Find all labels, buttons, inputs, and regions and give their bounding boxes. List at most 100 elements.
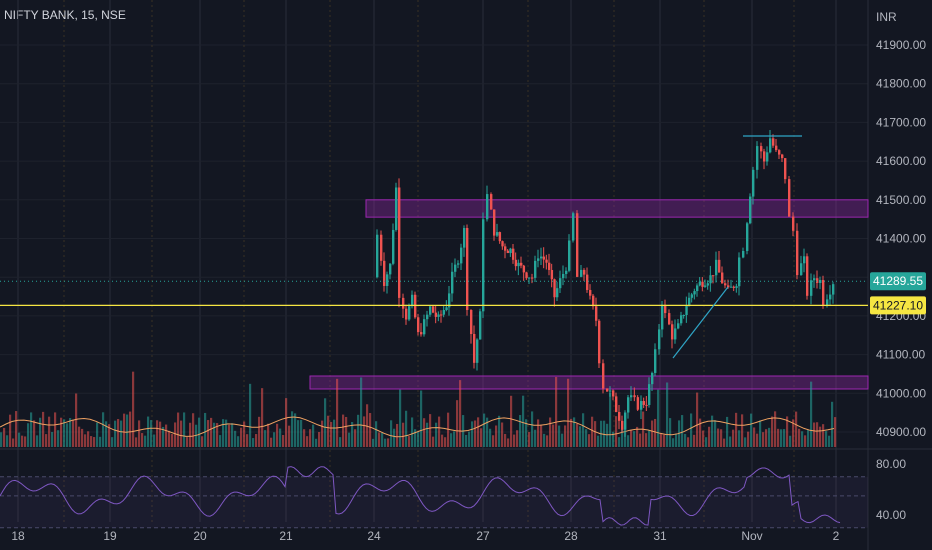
candle-down: [781, 154, 784, 159]
candle-up: [376, 234, 379, 278]
volume-bar: [441, 434, 444, 447]
volume-bar: [99, 436, 102, 447]
volume-bar: [717, 428, 720, 447]
volume-bar: [261, 388, 264, 447]
volume-bar: [582, 413, 585, 447]
candle-down: [788, 179, 791, 217]
volume-bar: [72, 419, 75, 447]
volume-bar: [423, 418, 426, 447]
price-tick-label: 41600.00: [876, 154, 926, 168]
candle-up: [749, 196, 752, 224]
candle-down: [589, 289, 592, 296]
candle-down: [576, 213, 579, 277]
rsi-band: [0, 476, 868, 528]
volume-bar: [225, 419, 228, 447]
volume-bar: [411, 417, 414, 447]
candle-down: [775, 145, 778, 151]
time-axis[interactable]: 18 19 20 21 24 27 28 31 Nov 2: [11, 529, 839, 543]
volume-bar: [765, 429, 768, 447]
volume-bar: [465, 434, 468, 447]
candle-down: [595, 306, 598, 321]
volume-bar: [459, 380, 462, 447]
currency-label: INR: [876, 10, 897, 24]
volume-bar: [270, 437, 273, 447]
volume-bar: [474, 420, 477, 447]
rsi-tick-label: 40.00: [876, 508, 906, 522]
volume-bar: [792, 419, 795, 447]
time-tick-label: 2: [833, 529, 840, 543]
volume-bar: [780, 429, 783, 447]
resistance-zones: [309, 199, 869, 390]
time-tick-label: Nov: [741, 529, 762, 543]
volume-bar: [318, 432, 321, 447]
volume-bar: [123, 413, 126, 447]
candle-up: [479, 311, 482, 340]
candle-up: [537, 258, 540, 261]
volume-bar: [477, 417, 480, 447]
volume-bar: [537, 419, 540, 447]
volume-bar: [528, 432, 531, 447]
volume-bar: [408, 436, 411, 447]
volume-bar: [279, 428, 282, 447]
volume-bar: [39, 417, 42, 447]
volume-bar: [291, 411, 294, 447]
volume-bar: [435, 422, 438, 447]
volume-bar: [54, 412, 57, 447]
volume-bar: [825, 431, 828, 447]
volume-bar: [795, 411, 798, 447]
candle-up: [803, 256, 806, 264]
volume-bar: [156, 420, 159, 447]
candle-down: [466, 228, 469, 311]
candle-down: [548, 262, 551, 270]
volume-bar: [801, 431, 804, 447]
candle-down: [440, 314, 443, 316]
candle-down: [506, 250, 510, 254]
candle-down: [664, 304, 667, 314]
volume-bar: [747, 431, 750, 447]
volume-bar: [570, 418, 573, 447]
volume-bar: [309, 429, 312, 447]
candle-down: [615, 396, 618, 412]
volume-bar: [57, 430, 60, 447]
volume-bar: [513, 434, 516, 447]
candle-up: [813, 278, 816, 281]
candle-up: [735, 286, 738, 288]
volume-bar: [522, 395, 525, 447]
candle-up: [704, 285, 707, 287]
candle-up: [624, 412, 627, 430]
price-tick-label: 41000.00: [876, 386, 926, 400]
volume-bar: [207, 420, 210, 447]
volume-moving-average-line: [0, 416, 835, 438]
volume-bar: [111, 437, 114, 447]
volume-bar: [561, 433, 564, 447]
volume-bar: [639, 433, 642, 447]
candle-down: [712, 275, 715, 277]
candle-up: [648, 384, 651, 405]
price-axis[interactable]: INR 41900.00 41800.00 41700.00 41600.00 41500…: [876, 10, 926, 522]
candle-up: [810, 280, 813, 296]
candle-down: [760, 146, 763, 152]
time-tick-label: 24: [367, 529, 381, 543]
volume-bar: [345, 416, 348, 447]
volume-bar: [312, 424, 315, 447]
candle-down: [586, 274, 589, 290]
candle-up: [746, 223, 749, 252]
volume-bar: [624, 430, 627, 447]
candle-up: [559, 278, 562, 289]
volume-bar: [615, 416, 618, 447]
candle-down: [470, 310, 473, 334]
volume-bar: [414, 429, 417, 447]
volume-bar: [816, 422, 819, 447]
volume-bar: [549, 417, 552, 447]
rsi-pane: [0, 466, 868, 529]
volume-bar: [42, 411, 45, 447]
volume-bar: [504, 433, 507, 447]
price-tick-label: 40900.00: [876, 425, 926, 439]
volume-bar: [633, 431, 636, 447]
candle-down: [525, 272, 528, 279]
volume-bar: [744, 437, 747, 447]
volume-bar: [363, 416, 366, 447]
volume-bar: [90, 436, 93, 447]
volume-bar: [489, 428, 492, 447]
